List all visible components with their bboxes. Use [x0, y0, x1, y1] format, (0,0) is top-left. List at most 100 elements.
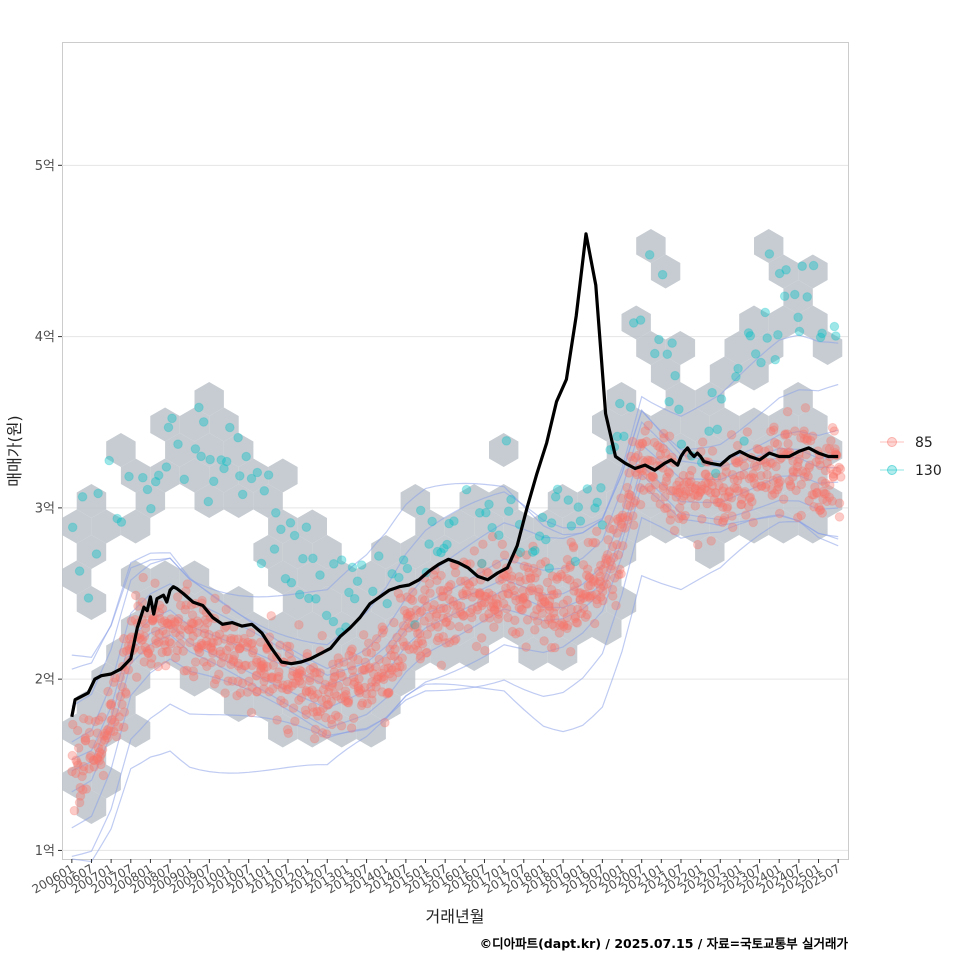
- point-85-1135: [713, 515, 723, 526]
- point-130-357: [276, 524, 286, 535]
- point-85-915: [589, 618, 600, 629]
- hex-bin-65: [268, 509, 298, 544]
- point-85-681: [460, 576, 470, 586]
- point-85-393: [296, 678, 307, 689]
- point-85-810: [532, 567, 542, 578]
- point-85-709: [478, 539, 488, 550]
- point-85-678: [458, 590, 469, 601]
- hex-bin-162: [665, 433, 696, 467]
- point-85-34: [88, 755, 99, 765]
- point-130-1291: [802, 292, 813, 302]
- point-85-181: [175, 600, 186, 611]
- point-85-1317: [817, 476, 827, 486]
- point-85-1086: [680, 486, 691, 496]
- point-85-1081: [678, 491, 689, 501]
- point-85-1040: [659, 433, 669, 443]
- point-85-992: [628, 520, 639, 530]
- point-85-306: [247, 638, 257, 649]
- point-85-697: [469, 588, 480, 598]
- point-85-167: [166, 638, 176, 649]
- point-85-595: [413, 638, 424, 648]
- point-85-857: [560, 564, 571, 574]
- point-85-773: [514, 572, 525, 582]
- point-85-511: [362, 698, 373, 709]
- point-85-36: [92, 754, 103, 765]
- point-130-1005: [635, 315, 646, 325]
- point-85-146: [154, 613, 165, 624]
- point-85-28: [84, 764, 94, 774]
- hex-bin-46: [209, 662, 239, 697]
- point-85-619: [424, 578, 435, 589]
- point-130-881: [570, 556, 581, 567]
- point-85-302: [246, 639, 257, 650]
- point-85-1109: [696, 484, 707, 495]
- point-85-328: [257, 660, 268, 671]
- hex-bin-110: [444, 509, 475, 544]
- point-85-1033: [655, 499, 666, 509]
- point-85-407: [305, 673, 315, 683]
- point-85-121: [139, 631, 150, 642]
- point-85-162: [163, 646, 173, 657]
- point-85-952: [607, 541, 618, 552]
- point-85-412: [307, 702, 318, 713]
- point-85-22: [81, 784, 92, 794]
- point-85-214: [194, 647, 205, 658]
- hex-bin-32: [150, 407, 180, 442]
- point-85-605: [417, 639, 428, 649]
- point-85-686: [463, 623, 474, 634]
- point-130-663: [449, 516, 459, 526]
- point-85-780: [518, 593, 529, 604]
- point-85-1201: [752, 461, 762, 472]
- point-85-1191: [746, 472, 757, 483]
- point-85-991: [628, 511, 638, 521]
- point-85-282: [233, 641, 243, 652]
- point-85-156: [159, 636, 170, 646]
- point-85-1017: [643, 420, 654, 431]
- point-85-1098: [690, 501, 701, 511]
- point-85-586: [409, 613, 419, 623]
- point-85-989: [627, 436, 638, 447]
- point-85-234: [206, 638, 217, 648]
- hex-bin-178: [724, 484, 754, 518]
- point-85-1095: [687, 465, 697, 476]
- point-85-924: [593, 579, 604, 589]
- point-85-715: [479, 597, 490, 608]
- point-85-1061: [667, 486, 678, 496]
- point-130-126: [142, 484, 153, 495]
- point-85-1078: [678, 470, 689, 481]
- point-130-563: [394, 572, 404, 583]
- point-85-354: [276, 695, 286, 706]
- point-130-1255: [781, 265, 791, 275]
- point-85-269: [225, 635, 236, 646]
- point-85-8: [72, 758, 82, 768]
- point-85-878: [570, 611, 581, 622]
- hex-bin-8: [76, 484, 107, 518]
- point-85-1185: [742, 427, 753, 437]
- point-85-1133: [711, 488, 721, 499]
- point-85-10: [75, 782, 86, 793]
- point-130-658: [444, 518, 454, 529]
- point-85-444: [327, 719, 337, 730]
- point-85-475: [342, 676, 352, 687]
- point-85-962: [612, 539, 622, 550]
- point-85-767: [510, 615, 520, 626]
- hex-bin-30: [150, 458, 180, 493]
- point-85-1282: [798, 429, 809, 440]
- point-85-694: [471, 641, 482, 652]
- point-85-868: [565, 560, 576, 571]
- point-85-40: [96, 759, 106, 770]
- point-85-791: [522, 615, 533, 625]
- point-85-76: [113, 721, 124, 732]
- point-85-863: [563, 620, 573, 631]
- point-85-941: [602, 549, 613, 560]
- point-85-463: [336, 694, 347, 704]
- hex-bin-166: [665, 382, 696, 416]
- point-85-1113: [700, 469, 711, 480]
- point-85-446: [327, 681, 337, 691]
- point-85-1104: [693, 539, 703, 550]
- point-130-529: [374, 551, 384, 561]
- hex-bin-54: [238, 458, 269, 493]
- point-85-551: [387, 672, 398, 682]
- hex-density-layer: [62, 229, 843, 824]
- point-85-560: [392, 632, 402, 643]
